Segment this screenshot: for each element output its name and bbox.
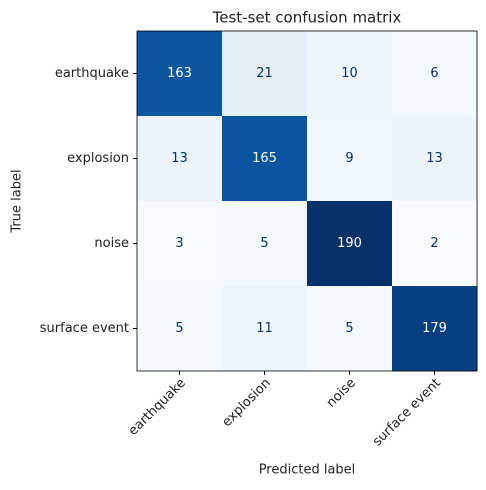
y-axis-label: True label — [10, 169, 25, 233]
cell — [137, 286, 223, 372]
cell — [222, 31, 308, 117]
cell-label: 5 — [175, 321, 183, 336]
cell — [137, 201, 223, 287]
cell — [392, 201, 478, 287]
cell-label: 190 — [337, 236, 362, 251]
y-tick-label: noise — [94, 236, 129, 251]
cell-label: 179 — [422, 321, 447, 336]
cell-label: 10 — [341, 66, 358, 81]
cell — [222, 201, 308, 287]
cell-label: 13 — [426, 151, 443, 166]
cell-label: 13 — [171, 151, 188, 166]
y-tick-label: surface event — [40, 321, 129, 336]
cell-label: 5 — [345, 321, 353, 336]
cell — [392, 116, 478, 202]
cell-label: 9 — [345, 151, 353, 166]
cell-label: 6 — [430, 66, 438, 81]
cell-label: 21 — [256, 66, 273, 81]
cell — [392, 286, 478, 372]
cell — [307, 31, 393, 117]
cell-label: 165 — [252, 151, 277, 166]
chart-title: Test-set confusion matrix — [212, 9, 402, 27]
cell — [137, 31, 223, 117]
x-axis-label: Predicted label — [259, 463, 356, 478]
cell — [222, 286, 308, 372]
x-tick-label: explosion — [219, 376, 273, 430]
x-tick-label: noise — [324, 376, 359, 411]
cell-label: 3 — [175, 236, 183, 251]
cell-label: 5 — [260, 236, 268, 251]
x-tick-label: surface event — [370, 376, 444, 450]
cell — [392, 31, 478, 117]
cell — [307, 116, 393, 202]
y-tick-label: explosion — [67, 151, 129, 166]
cell-label: 11 — [256, 321, 273, 336]
cell-label: 2 — [430, 236, 438, 251]
cell-label: 163 — [167, 66, 192, 81]
x-tick-label: earthquake — [126, 376, 189, 439]
y-tick-label: earthquake — [55, 66, 129, 81]
cell — [137, 116, 223, 202]
plot-frame — [136, 30, 478, 372]
cell — [307, 201, 393, 287]
cell — [307, 286, 393, 372]
cell — [222, 116, 308, 202]
